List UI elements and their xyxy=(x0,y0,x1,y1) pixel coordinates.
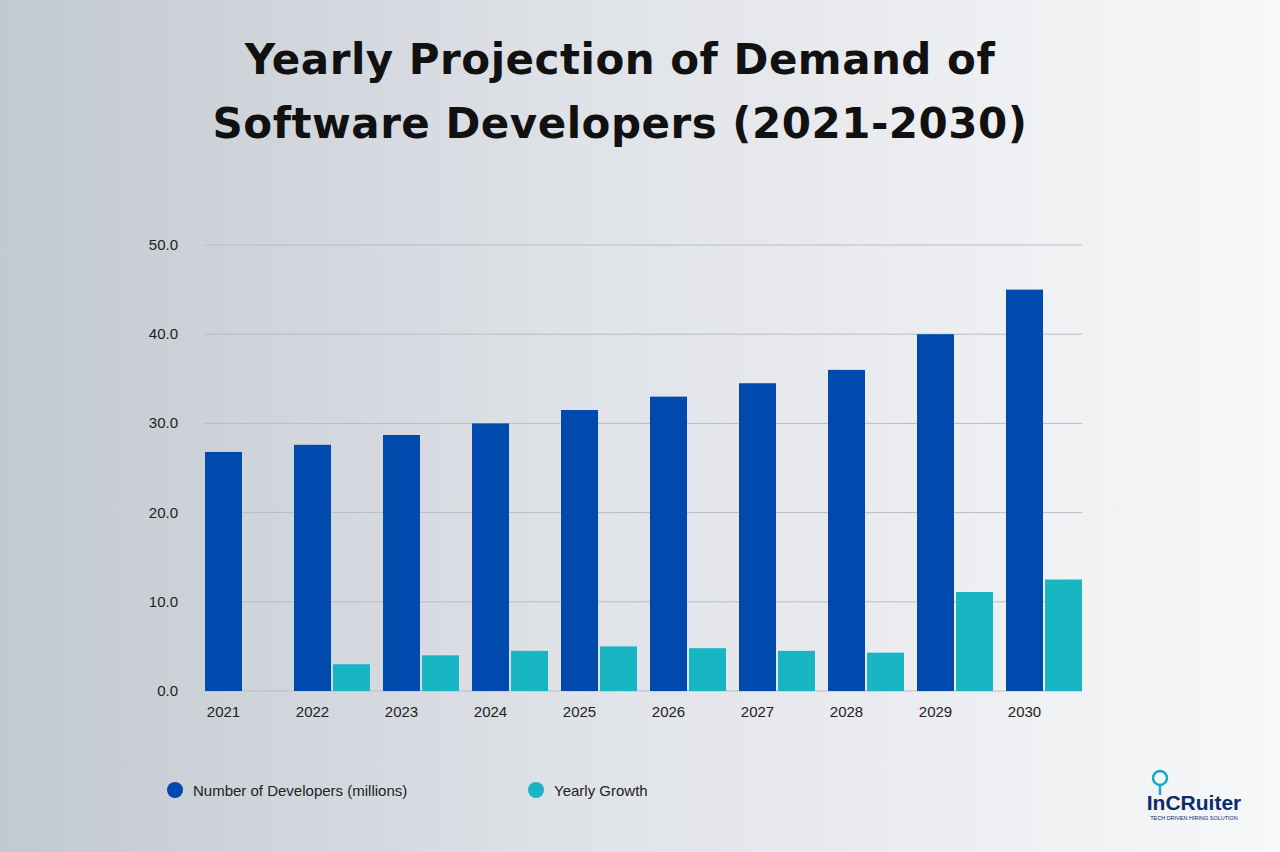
bar xyxy=(650,397,687,691)
x-tick-label: 2023 xyxy=(385,703,418,720)
x-tick-label: 2029 xyxy=(919,703,952,720)
y-tick-label: 20.0 xyxy=(149,504,178,521)
y-tick-label: 50.0 xyxy=(149,236,178,253)
bar xyxy=(333,664,370,691)
bar xyxy=(422,655,459,691)
bar xyxy=(867,653,904,691)
bar xyxy=(828,370,865,691)
x-tick-label: 2026 xyxy=(652,703,685,720)
y-tick-label: 30.0 xyxy=(149,414,178,431)
bar xyxy=(917,334,954,691)
bar xyxy=(600,646,637,691)
chart: 0.0 10.0 20.0 30.0 40.0 50.0 2021 2022 2023 2024 2… xyxy=(0,0,1280,852)
bar xyxy=(383,435,420,691)
legend-label: Number of Developers (millions) xyxy=(193,782,407,799)
x-tick-label: 2025 xyxy=(563,703,596,720)
logo-text: InCRuiter xyxy=(1147,791,1242,814)
y-tick-label: 0.0 xyxy=(157,682,178,699)
logo-icon xyxy=(1153,771,1167,785)
legend-swatch xyxy=(167,782,183,798)
bar xyxy=(511,651,548,691)
chart-title: Yearly Projection of Demand of Software … xyxy=(190,28,1050,156)
bar xyxy=(472,423,509,691)
bar xyxy=(561,410,598,691)
legend-swatch xyxy=(528,782,544,798)
x-tick-label: 2022 xyxy=(296,703,329,720)
bar xyxy=(956,592,993,691)
bars xyxy=(205,290,1082,691)
x-tick-label: 2027 xyxy=(741,703,774,720)
bar xyxy=(689,648,726,691)
x-tick-label: 2028 xyxy=(830,703,863,720)
bar xyxy=(778,651,815,691)
bar xyxy=(294,445,331,691)
logo-tagline: TECH DRIVEN HIRING SOLUTION xyxy=(1150,815,1238,821)
x-tick-label: 2021 xyxy=(207,703,240,720)
y-tick-label: 10.0 xyxy=(149,593,178,610)
legend-label: Yearly Growth xyxy=(554,782,648,799)
bar xyxy=(205,452,242,691)
bar xyxy=(1045,580,1082,692)
grid-line xyxy=(205,245,1082,246)
bar xyxy=(739,383,776,691)
y-tick-label: 40.0 xyxy=(149,325,178,342)
bar xyxy=(1006,290,1043,691)
x-tick-label: 2024 xyxy=(474,703,507,720)
x-tick-label: 2030 xyxy=(1008,703,1041,720)
